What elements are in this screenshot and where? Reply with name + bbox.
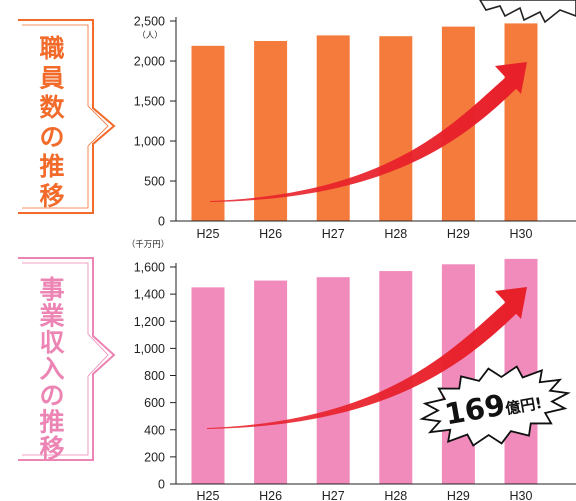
trend-arrow-head <box>495 62 527 94</box>
bar-h26 <box>254 41 288 221</box>
annotation-badge: 169億円! <box>419 365 571 447</box>
revenue-bracket <box>18 257 116 461</box>
staff-side-label-text: 職員数の推移 <box>39 34 65 211</box>
revenue-side-label: 事業収入の推移 <box>18 257 116 463</box>
bar-h30 <box>504 23 538 222</box>
x-tick-label: H28 <box>384 489 407 501</box>
y-tick-label: 800 <box>144 369 165 383</box>
y-tick-label: 600 <box>144 396 165 410</box>
x-tick-label: H29 <box>447 227 470 241</box>
bar-h25 <box>191 45 225 221</box>
x-tick-label: H26 <box>259 489 282 501</box>
staff-side-label: 職員数の推移 <box>18 19 116 214</box>
x-tick-label: H26 <box>259 227 282 241</box>
x-tick-label: H25 <box>197 227 220 241</box>
bar-h25 <box>191 287 225 484</box>
bar-h27 <box>316 277 350 484</box>
x-tick-label: H28 <box>384 227 407 241</box>
bar-h28 <box>379 36 413 222</box>
y-tick-label: 1,000 <box>134 342 165 356</box>
staff-chart: （人） 0 500 1,000 1,500 2,000 2,500 H25 H26 H27 H28 H… <box>134 15 576 241</box>
revenue-chart: （千万円） 0 200 400 600 800 1,000 1,200 1,400 1,600 H2… <box>127 239 576 501</box>
y-tick-label: 400 <box>144 423 165 437</box>
y-tick-label: 1,500 <box>134 95 165 109</box>
starburst-shape <box>419 365 571 447</box>
unit-label: （千万円） <box>127 239 170 250</box>
x-tick-label: H25 <box>197 489 220 501</box>
unit-label: （人） <box>137 30 163 41</box>
y-tick-label: 1,400 <box>134 288 165 302</box>
trend-arrow-head <box>495 287 527 319</box>
revenue-side-label-text: 事業収入の推移 <box>39 275 65 463</box>
y-tick-label: 0 <box>158 215 165 229</box>
y-tick-label: 1,000 <box>134 135 165 149</box>
top-speech-bubble <box>479 0 576 24</box>
y-tick-label: 1,600 <box>134 261 165 275</box>
x-tick-label: H29 <box>447 489 470 501</box>
x-tick-label: H27 <box>322 489 345 501</box>
y-tick-label: 1,200 <box>134 315 165 329</box>
bar-h27 <box>316 35 350 222</box>
y-tick-label: 200 <box>144 450 165 464</box>
x-tick-label: H27 <box>322 227 345 241</box>
x-tick-label: H30 <box>510 227 533 241</box>
y-tick-label: 2,000 <box>134 55 165 69</box>
bar-h26 <box>254 280 288 484</box>
trend-arrow-body <box>207 301 517 429</box>
staff-bracket <box>18 19 116 214</box>
y-tick-label: 2,500 <box>134 15 165 29</box>
x-tick-label: H30 <box>510 489 533 501</box>
y-tick-label: 0 <box>158 478 165 492</box>
y-tick-label: 500 <box>144 175 165 189</box>
bar-h29 <box>441 264 475 484</box>
bar-h28 <box>379 271 413 484</box>
trend-arrow-body <box>210 76 517 202</box>
